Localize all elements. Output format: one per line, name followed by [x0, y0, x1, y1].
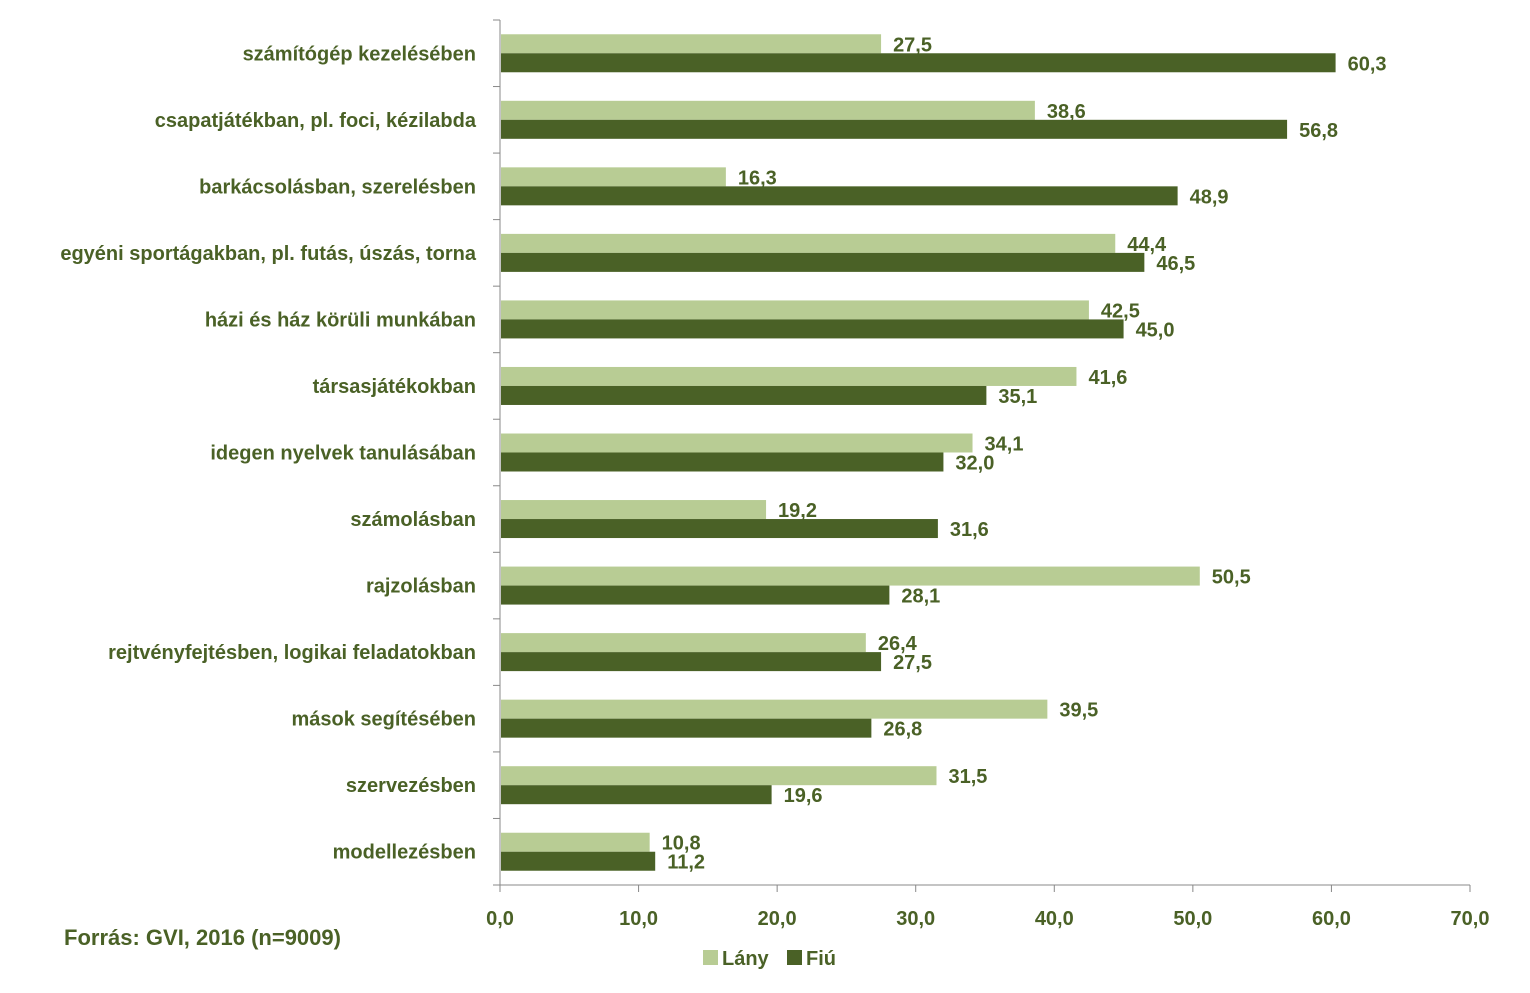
- bar-fiu: [501, 585, 890, 605]
- value-label-lany: 39,5: [1059, 700, 1098, 722]
- x-tick-label: 20,0: [758, 908, 797, 930]
- legend-swatch-fiu: [787, 950, 802, 965]
- value-label-lany: 38,6: [1047, 101, 1086, 123]
- value-label-lany: 41,6: [1088, 367, 1127, 389]
- value-label-fiu: 28,1: [901, 586, 940, 608]
- x-tick-label: 50,0: [1173, 908, 1212, 930]
- bar-fiu: [501, 452, 944, 472]
- bar-fiu: [501, 718, 872, 738]
- bar-fiu: [501, 53, 1336, 73]
- value-label-fiu: 60,3: [1348, 53, 1387, 75]
- x-tick-label: 60,0: [1312, 908, 1351, 930]
- bar-fiu: [501, 119, 1288, 139]
- bar-lany: [501, 433, 973, 453]
- bar-fiu: [501, 652, 882, 672]
- value-label-lany: 16,3: [738, 167, 777, 189]
- value-label-fiu: 31,6: [950, 519, 989, 541]
- bar-fiu: [501, 319, 1124, 339]
- value-label-lany: 27,5: [893, 34, 932, 56]
- bar-lany: [501, 699, 1048, 719]
- value-label-lany: 34,1: [985, 434, 1024, 456]
- bar-lany: [501, 167, 726, 187]
- category-label: társasjátékokban: [313, 376, 476, 398]
- value-label-fiu: 32,0: [955, 453, 994, 475]
- value-label-fiu: 27,5: [893, 652, 932, 674]
- bar-fiu: [501, 252, 1145, 272]
- value-label-fiu: 26,8: [883, 719, 922, 741]
- value-label-fiu: 56,8: [1299, 120, 1338, 142]
- category-label: modellezésben: [333, 842, 476, 864]
- value-label-lany: 10,8: [662, 833, 701, 855]
- value-label-fiu: 19,6: [784, 785, 823, 807]
- bar-lany: [501, 300, 1089, 320]
- bar-fiu: [501, 851, 656, 871]
- category-label: egyéni sportágakban, pl. futás, úszás, t…: [60, 243, 477, 265]
- value-label-fiu: 45,0: [1136, 319, 1175, 341]
- bar-lany: [501, 832, 650, 852]
- x-tick-label: 0,0: [486, 908, 514, 930]
- bar-fiu: [501, 519, 938, 539]
- value-label-fiu: 48,9: [1190, 186, 1229, 208]
- bar-fiu: [501, 186, 1178, 206]
- value-label-lany: 50,5: [1212, 567, 1251, 589]
- value-label-lany: 26,4: [878, 633, 918, 655]
- bar-lany: [501, 633, 866, 653]
- value-label-fiu: 46,5: [1156, 253, 1195, 275]
- bar-lany: [501, 500, 767, 520]
- x-tick-label: 10,0: [619, 908, 658, 930]
- x-tick-label: 40,0: [1035, 908, 1074, 930]
- legend-label-fiu: Fiú: [806, 948, 836, 970]
- category-label: idegen nyelvek tanulásában: [210, 443, 476, 465]
- value-label-lany: 42,5: [1101, 300, 1140, 322]
- category-label: mások segítésében: [291, 709, 476, 731]
- value-label-fiu: 35,1: [998, 386, 1037, 408]
- category-label: rejtvényfejtésben, logikai feladatokban: [108, 642, 476, 664]
- bar-lany: [501, 34, 882, 54]
- category-label: szervezésben: [346, 775, 476, 797]
- category-label: barkácsolásban, szerelésben: [199, 176, 476, 198]
- bar-lany: [501, 233, 1116, 253]
- bar-lany: [501, 100, 1035, 120]
- category-label: házi és ház körüli munkában: [205, 309, 476, 331]
- value-label-lany: 44,4: [1127, 234, 1167, 256]
- bar-fiu: [501, 785, 772, 805]
- legend-swatch-lany: [703, 950, 718, 965]
- category-label: csapatjátékban, pl. foci, kézilabda: [155, 110, 477, 132]
- x-tick-label: 30,0: [896, 908, 935, 930]
- legend-label-lany: Lány: [722, 948, 770, 970]
- bar-lany: [501, 566, 1200, 586]
- bar-fiu: [501, 385, 987, 405]
- x-tick-label: 70,0: [1451, 908, 1490, 930]
- source-note: Forrás: GVI, 2016 (n=9009): [64, 925, 341, 950]
- value-label-lany: 31,5: [949, 766, 988, 788]
- value-label-lany: 19,2: [778, 500, 817, 522]
- category-label: rajzolásban: [366, 576, 476, 598]
- value-label-fiu: 11,2: [667, 852, 705, 874]
- category-label: számolásban: [350, 509, 476, 531]
- bar-lany: [501, 766, 937, 786]
- category-label: számítógép kezelésében: [243, 43, 476, 65]
- bar-lany: [501, 366, 1077, 386]
